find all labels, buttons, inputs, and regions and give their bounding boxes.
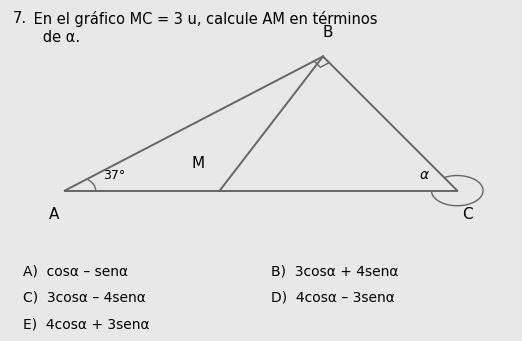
Text: A)  cosα – senα: A) cosα – senα [23, 264, 128, 278]
Text: C)  3cosα – 4senα: C) 3cosα – 4senα [23, 291, 146, 305]
Text: B)  3cosα + 4senα: B) 3cosα + 4senα [271, 264, 399, 278]
Text: B: B [323, 25, 334, 40]
Text: M: M [191, 155, 204, 170]
Text: En el gráfico MC = 3 u, calcule AM en términos
   de α.: En el gráfico MC = 3 u, calcule AM en té… [29, 11, 377, 45]
Text: 37°: 37° [103, 169, 126, 182]
Text: C: C [462, 207, 473, 222]
Text: A: A [49, 207, 60, 222]
Text: E)  4cosα + 3senα: E) 4cosα + 3senα [23, 318, 150, 332]
Text: 7.: 7. [13, 11, 27, 26]
Text: α: α [419, 168, 428, 182]
Text: D)  4cosα – 3senα: D) 4cosα – 3senα [271, 291, 395, 305]
